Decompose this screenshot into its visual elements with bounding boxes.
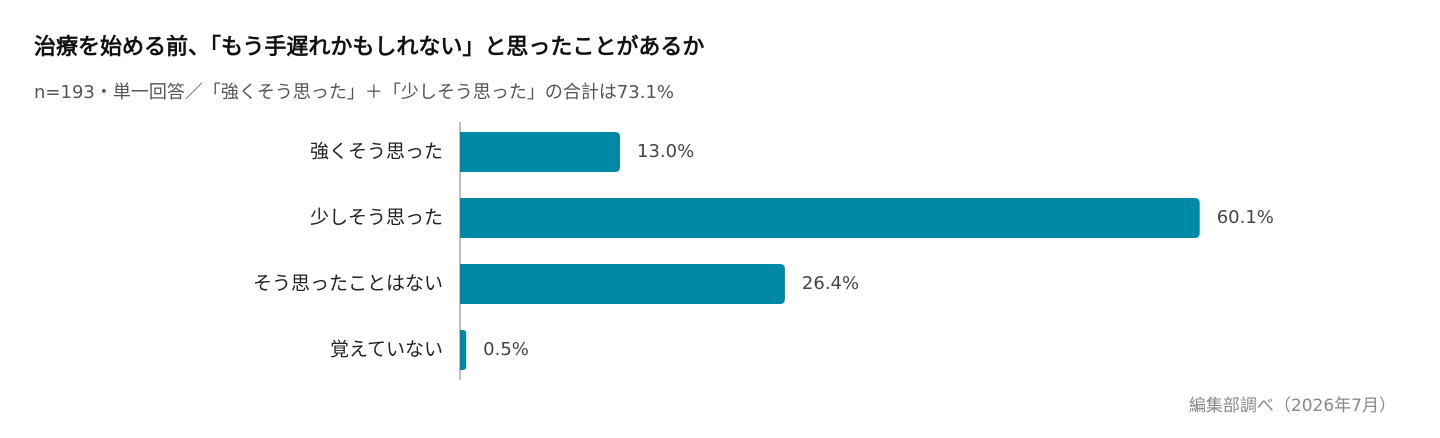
category-label: 強くそう思った [310, 141, 443, 163]
bar [460, 132, 620, 172]
category-label: 少しそう思った [310, 207, 443, 229]
value-label: 0.5% [483, 339, 529, 360]
category-label: そう思ったことはない [253, 273, 443, 295]
value-label: 26.4% [802, 273, 859, 294]
value-label: 60.1% [1217, 207, 1274, 228]
category-label: 覚えていない [330, 339, 443, 361]
chart-subtitle: n=193・単一回答／「強くそう思った」＋「少しそう思った」の合計は73.1% [34, 82, 674, 103]
bar [460, 198, 1200, 238]
bar [460, 264, 785, 304]
value-label: 13.0% [637, 141, 694, 162]
bar [460, 330, 467, 370]
source-note: 編集部調べ（2026年7月） [1189, 396, 1396, 416]
chart-title: 治療を始める前、「もう手遅れかもしれない」と思ったことがあるか [34, 34, 704, 60]
